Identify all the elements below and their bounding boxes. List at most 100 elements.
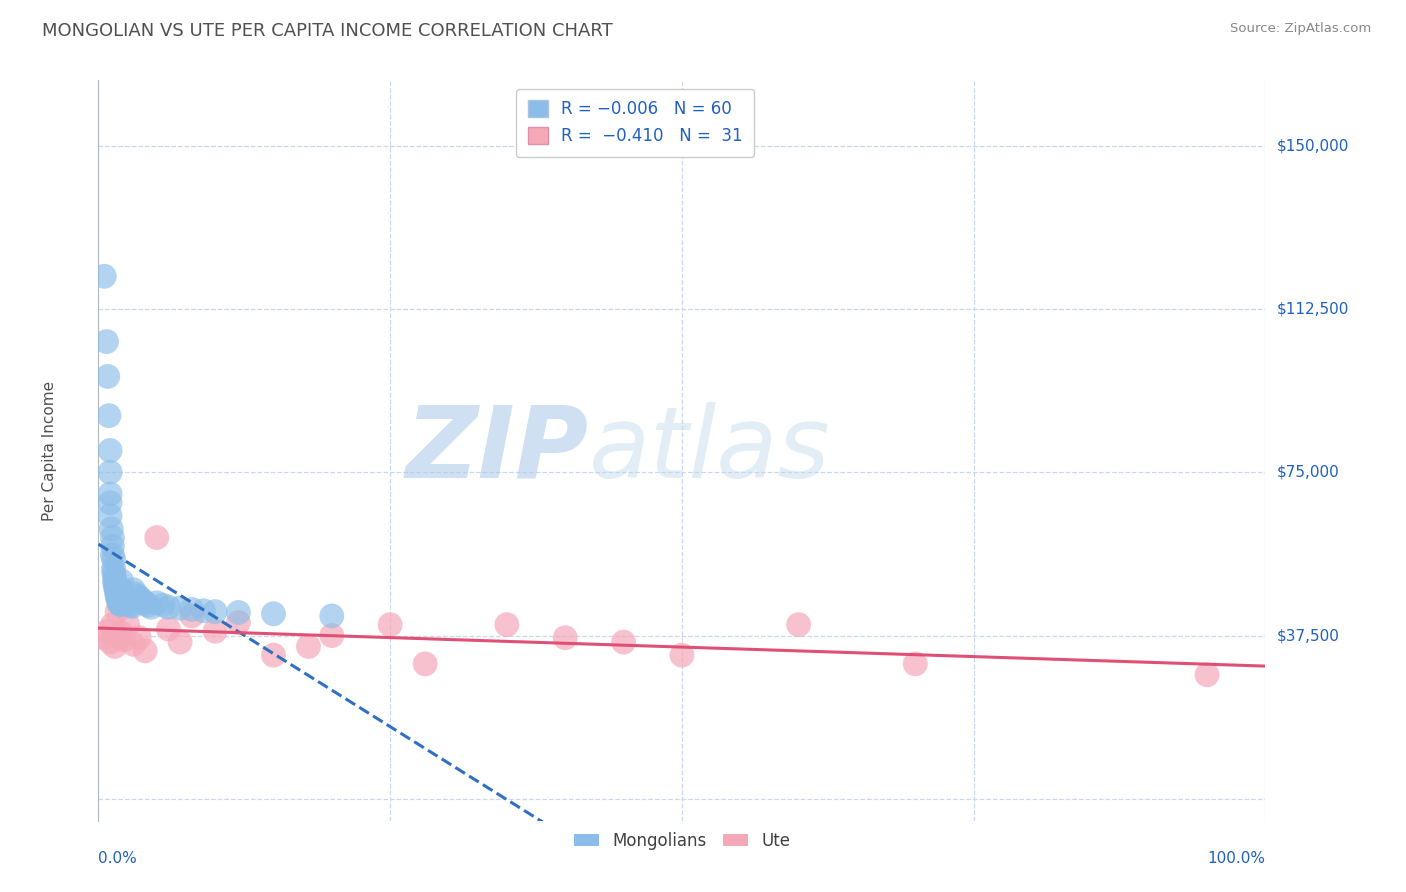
Point xyxy=(321,609,343,624)
Point xyxy=(104,574,127,588)
Point xyxy=(110,598,132,612)
Point xyxy=(98,465,121,479)
Point xyxy=(180,602,202,616)
Point xyxy=(117,593,139,607)
Point xyxy=(105,590,128,604)
Point xyxy=(904,657,927,671)
Point xyxy=(101,617,124,632)
Point xyxy=(97,409,120,423)
Text: $150,000: $150,000 xyxy=(1277,138,1348,153)
Point xyxy=(111,582,134,597)
Point xyxy=(134,596,156,610)
Point xyxy=(496,617,519,632)
Point xyxy=(98,508,121,523)
Point xyxy=(104,640,127,654)
Point xyxy=(105,585,128,599)
Point xyxy=(98,496,121,510)
Point xyxy=(108,596,131,610)
Text: 100.0%: 100.0% xyxy=(1208,851,1265,866)
Text: $75,000: $75,000 xyxy=(1277,465,1340,480)
Point xyxy=(104,581,127,595)
Point xyxy=(111,574,134,588)
Legend: Mongolians, Ute: Mongolians, Ute xyxy=(567,825,797,856)
Text: atlas: atlas xyxy=(589,402,830,499)
Point xyxy=(169,635,191,649)
Point xyxy=(228,606,250,620)
Point xyxy=(98,443,121,458)
Point xyxy=(108,597,131,611)
Point xyxy=(103,561,125,575)
Point xyxy=(117,617,139,632)
Point xyxy=(100,522,122,536)
Point xyxy=(125,587,148,601)
Point xyxy=(139,600,162,615)
Point xyxy=(204,605,226,619)
Point xyxy=(129,591,152,606)
Point xyxy=(107,593,129,607)
Point xyxy=(134,644,156,658)
Point xyxy=(262,607,284,621)
Text: ZIP: ZIP xyxy=(405,402,589,499)
Point xyxy=(228,615,250,630)
Point xyxy=(111,626,134,640)
Point xyxy=(122,582,145,597)
Point xyxy=(180,609,202,624)
Point xyxy=(108,631,131,645)
Point xyxy=(118,596,141,610)
Point xyxy=(613,635,636,649)
Point xyxy=(104,582,127,597)
Point xyxy=(97,369,120,384)
Point xyxy=(146,596,169,610)
Point xyxy=(112,632,135,647)
Text: Per Capita Income: Per Capita Income xyxy=(42,380,56,521)
Point xyxy=(105,587,128,601)
Point xyxy=(107,591,129,606)
Point xyxy=(136,598,159,612)
Point xyxy=(157,600,180,615)
Point xyxy=(117,592,139,607)
Point xyxy=(787,617,810,632)
Point xyxy=(96,334,118,349)
Point xyxy=(98,635,121,649)
Point xyxy=(97,624,120,639)
Point xyxy=(554,631,576,645)
Point xyxy=(120,598,142,612)
Text: 0.0%: 0.0% xyxy=(98,851,138,866)
Point xyxy=(104,570,127,584)
Point xyxy=(121,599,143,614)
Point xyxy=(104,576,127,591)
Point xyxy=(101,548,124,562)
Point xyxy=(1195,667,1218,681)
Point xyxy=(128,631,150,645)
Point xyxy=(157,622,180,636)
Point xyxy=(671,648,693,662)
Point xyxy=(115,591,138,606)
Point xyxy=(111,585,134,599)
Text: $112,500: $112,500 xyxy=(1277,301,1348,317)
Text: MONGOLIAN VS UTE PER CAPITA INCOME CORRELATION CHART: MONGOLIAN VS UTE PER CAPITA INCOME CORRE… xyxy=(42,22,613,40)
Point xyxy=(321,628,343,642)
Point xyxy=(114,590,136,604)
Point xyxy=(146,531,169,545)
Text: $37,500: $37,500 xyxy=(1277,628,1340,643)
Point xyxy=(101,531,124,545)
Point xyxy=(413,657,436,671)
Point xyxy=(204,624,226,639)
Point xyxy=(103,552,125,566)
Text: Source: ZipAtlas.com: Source: ZipAtlas.com xyxy=(1230,22,1371,36)
Point xyxy=(105,605,128,619)
Point xyxy=(152,598,174,612)
Point xyxy=(112,587,135,601)
Point xyxy=(93,631,115,645)
Point xyxy=(169,601,191,615)
Point xyxy=(118,597,141,611)
Point xyxy=(193,604,215,618)
Point xyxy=(103,566,125,580)
Point xyxy=(98,487,121,501)
Point xyxy=(122,637,145,651)
Point xyxy=(297,640,319,654)
Point xyxy=(93,269,115,284)
Point xyxy=(132,593,155,607)
Point xyxy=(127,590,149,604)
Point xyxy=(104,578,127,592)
